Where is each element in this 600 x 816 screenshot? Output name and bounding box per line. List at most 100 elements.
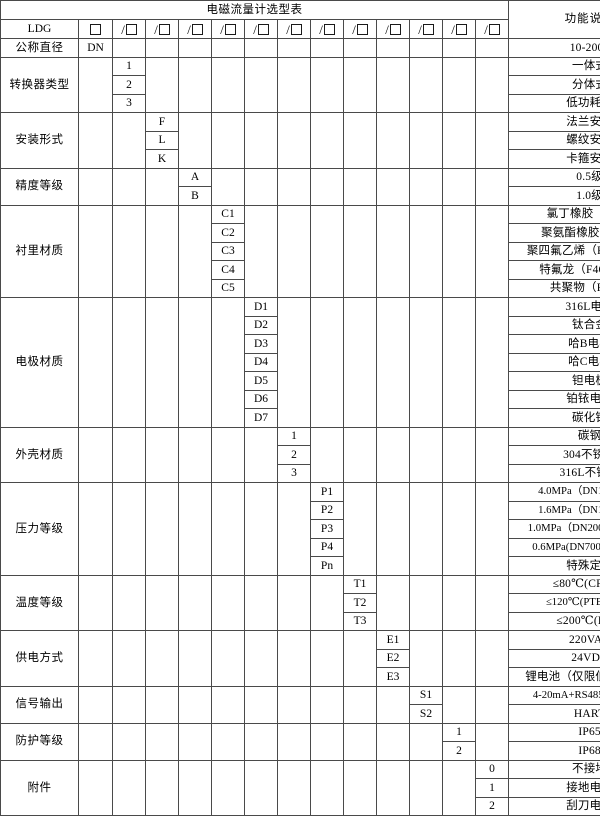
model-box-3[interactable]: / bbox=[179, 20, 212, 39]
code-cell-8-0[interactable]: T1 bbox=[344, 575, 377, 594]
code-cell-2-2[interactable]: K bbox=[146, 150, 179, 169]
model-box-5[interactable]: / bbox=[245, 20, 278, 39]
title-row: 电磁流量计选型表功能说明 bbox=[1, 1, 600, 20]
code-cell-11-0[interactable]: 1 bbox=[443, 723, 476, 742]
code-cell-11-1[interactable]: 2 bbox=[443, 742, 476, 761]
code-cell-7-4[interactable]: Pn bbox=[311, 557, 344, 576]
code-cell-5-6[interactable]: D7 bbox=[245, 409, 278, 428]
slash-separator-icon: / bbox=[220, 23, 224, 36]
code-cell-7-1[interactable]: P2 bbox=[311, 501, 344, 520]
parameter-label-10: 信号输出 bbox=[1, 686, 79, 723]
code-cell-12-2[interactable]: 2 bbox=[476, 797, 509, 816]
blank-cell bbox=[146, 631, 179, 687]
code-cell-9-2[interactable]: E3 bbox=[377, 668, 410, 687]
blank-cell bbox=[79, 205, 113, 298]
blank-cell bbox=[113, 205, 146, 298]
blank-cell bbox=[212, 427, 245, 483]
code-cell-2-0[interactable]: F bbox=[146, 113, 179, 132]
code-cell-7-3[interactable]: P4 bbox=[311, 538, 344, 557]
code-cell-10-0[interactable]: S1 bbox=[410, 686, 443, 705]
code-cell-5-4[interactable]: D5 bbox=[245, 372, 278, 391]
blank-cell bbox=[113, 686, 146, 723]
description-cell-11-0: IP65 bbox=[509, 723, 600, 742]
model-box-9[interactable]: / bbox=[377, 20, 410, 39]
model-box-1[interactable]: / bbox=[113, 20, 146, 39]
table-row: 电极材质D1316L电极 bbox=[1, 298, 600, 317]
code-cell-5-2[interactable]: D3 bbox=[245, 335, 278, 354]
blank-cell bbox=[278, 168, 311, 205]
blank-cell bbox=[79, 575, 113, 631]
code-cell-10-1[interactable]: S2 bbox=[410, 705, 443, 724]
model-box-4[interactable]: / bbox=[212, 20, 245, 39]
blank-cell bbox=[79, 686, 113, 723]
model-box-10[interactable]: / bbox=[410, 20, 443, 39]
code-cell-4-2[interactable]: C3 bbox=[212, 242, 245, 261]
code-cell-6-2[interactable]: 3 bbox=[278, 464, 311, 483]
model-box-7[interactable]: / bbox=[311, 20, 344, 39]
code-cell-1-1[interactable]: 2 bbox=[113, 76, 146, 95]
blank-cell bbox=[410, 723, 443, 760]
model-box-0[interactable] bbox=[79, 20, 113, 39]
code-cell-1-0[interactable]: 1 bbox=[113, 57, 146, 76]
empty-box-icon bbox=[159, 24, 170, 35]
model-box-11[interactable]: / bbox=[443, 20, 476, 39]
blank-cell bbox=[245, 168, 278, 205]
blank-cell bbox=[443, 483, 476, 576]
parameter-label-3: 精度等级 bbox=[1, 168, 79, 205]
code-cell-8-2[interactable]: T3 bbox=[344, 612, 377, 631]
slash-separator-icon: / bbox=[121, 23, 125, 36]
empty-box-icon bbox=[456, 24, 467, 35]
code-cell-4-3[interactable]: C4 bbox=[212, 261, 245, 280]
parameter-label-0: 公称直径 bbox=[1, 39, 79, 58]
parameter-label-4: 衬里材质 bbox=[1, 205, 79, 298]
code-cell-7-0[interactable]: P1 bbox=[311, 483, 344, 502]
table-title: 电磁流量计选型表 bbox=[1, 1, 509, 20]
code-cell-2-1[interactable]: L bbox=[146, 131, 179, 150]
code-cell-3-0[interactable]: A bbox=[179, 168, 212, 187]
code-cell-4-4[interactable]: C5 bbox=[212, 279, 245, 298]
code-cell-5-3[interactable]: D4 bbox=[245, 353, 278, 372]
blank-cell bbox=[311, 39, 344, 58]
model-box-12[interactable]: / bbox=[476, 20, 509, 39]
description-cell-12-1: 接地电极 bbox=[509, 779, 600, 798]
code-cell-0-0[interactable]: DN bbox=[79, 39, 113, 58]
code-cell-9-1[interactable]: E2 bbox=[377, 649, 410, 668]
selection-table-sheet: 电磁流量计选型表功能说明LDG////////////公称直径DN10-2000… bbox=[0, 0, 600, 716]
code-cell-4-1[interactable]: C2 bbox=[212, 224, 245, 243]
code-cell-6-0[interactable]: 1 bbox=[278, 427, 311, 446]
code-cell-4-0[interactable]: C1 bbox=[212, 205, 245, 224]
code-cell-5-0[interactable]: D1 bbox=[245, 298, 278, 317]
blank-cell bbox=[212, 298, 245, 428]
code-cell-5-5[interactable]: D6 bbox=[245, 390, 278, 409]
blank-cell bbox=[146, 575, 179, 631]
blank-cell bbox=[278, 298, 311, 428]
blank-cell bbox=[113, 723, 146, 760]
model-box-6[interactable]: / bbox=[278, 20, 311, 39]
blank-cell bbox=[443, 686, 476, 723]
blank-cell bbox=[245, 575, 278, 631]
empty-box-icon bbox=[90, 24, 101, 35]
blank-cell bbox=[146, 760, 179, 816]
code-cell-7-2[interactable]: P3 bbox=[311, 520, 344, 539]
blank-cell bbox=[113, 575, 146, 631]
description-cell-5-4: 钽电极 bbox=[509, 372, 600, 391]
model-box-2[interactable]: / bbox=[146, 20, 179, 39]
model-box-8[interactable]: / bbox=[344, 20, 377, 39]
blank-cell bbox=[476, 205, 509, 298]
code-cell-9-0[interactable]: E1 bbox=[377, 631, 410, 650]
code-cell-12-1[interactable]: 1 bbox=[476, 779, 509, 798]
code-cell-8-1[interactable]: T2 bbox=[344, 594, 377, 613]
blank-cell bbox=[79, 483, 113, 576]
parameter-label-6: 外壳材质 bbox=[1, 427, 79, 483]
code-cell-12-0[interactable]: 0 bbox=[476, 760, 509, 779]
code-cell-1-2[interactable]: 3 bbox=[113, 94, 146, 113]
blank-cell bbox=[443, 575, 476, 631]
code-cell-3-1[interactable]: B bbox=[179, 187, 212, 206]
blank-cell bbox=[377, 723, 410, 760]
blank-cell bbox=[410, 427, 443, 483]
blank-cell bbox=[476, 298, 509, 428]
code-cell-6-1[interactable]: 2 bbox=[278, 446, 311, 465]
code-cell-5-1[interactable]: D2 bbox=[245, 316, 278, 335]
blank-cell bbox=[344, 39, 377, 58]
